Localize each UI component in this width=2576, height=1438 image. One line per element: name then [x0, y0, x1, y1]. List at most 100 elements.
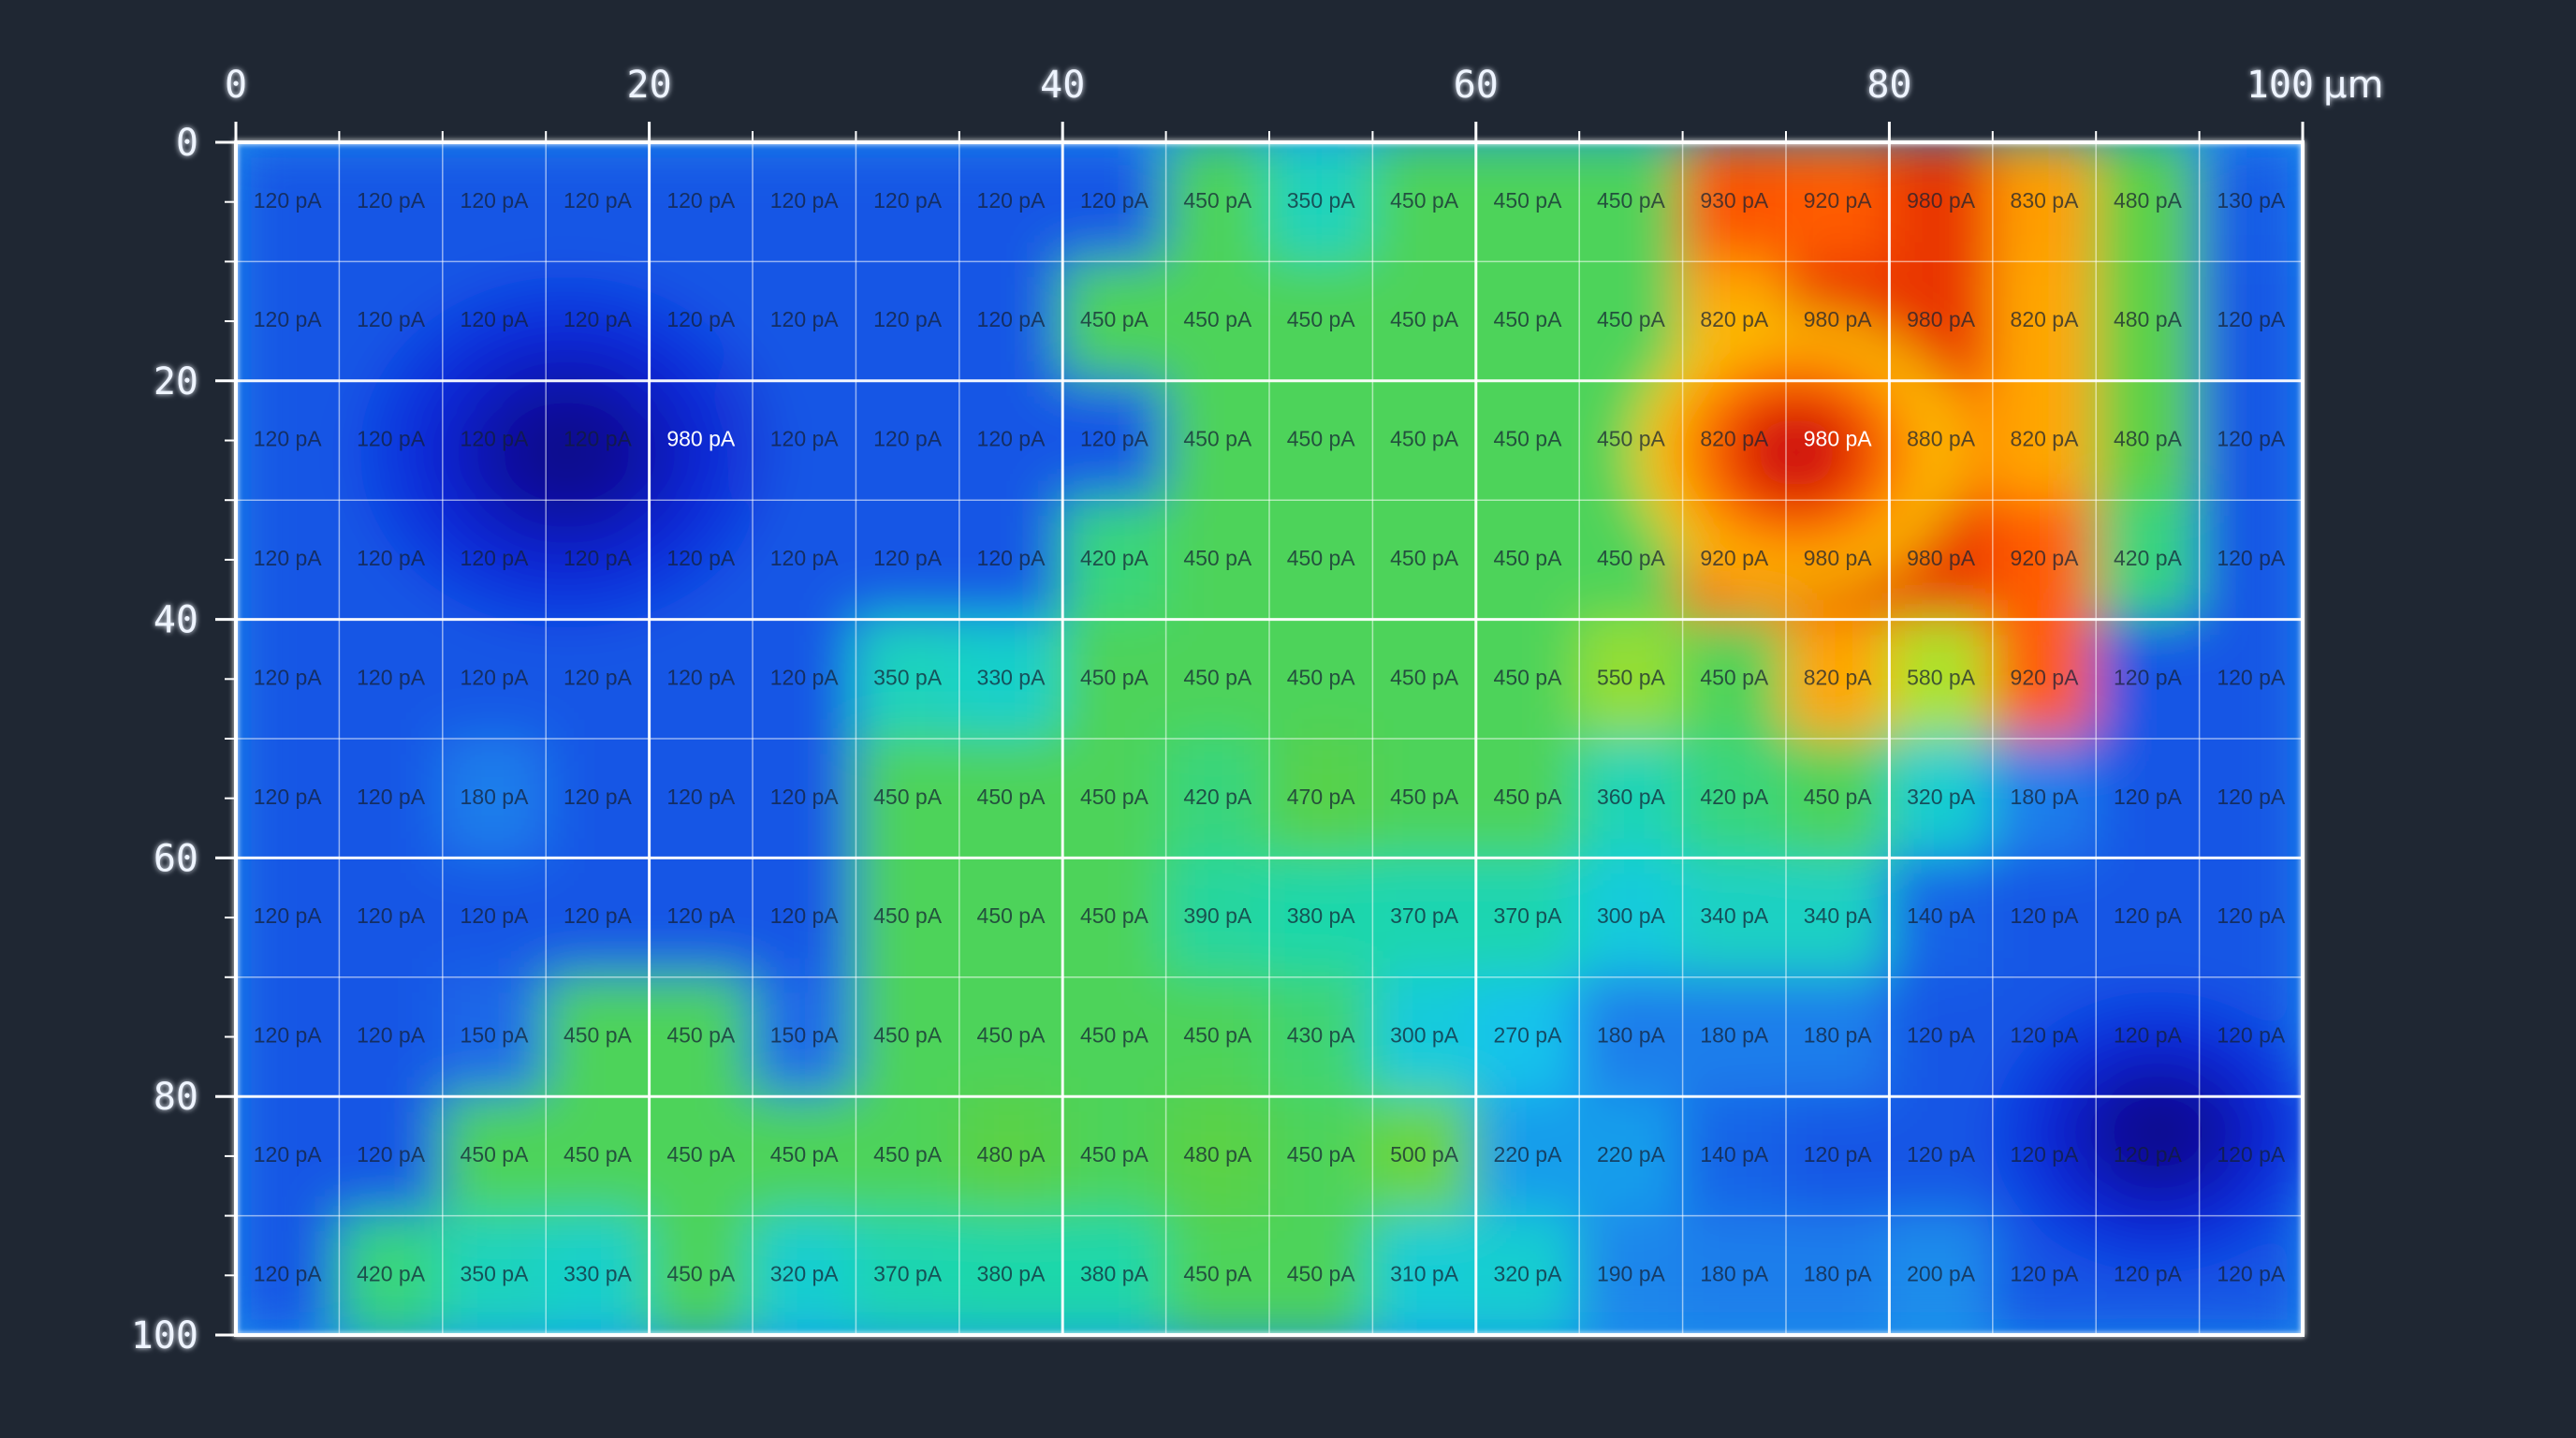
cell-value-label: 120 pA: [2217, 785, 2286, 809]
grid-lines: [234, 140, 2305, 1337]
heat-cell: [1164, 142, 1271, 264]
heat-cell: [751, 142, 858, 264]
cell-value-label: 120 pA: [770, 188, 840, 213]
cell-value-label: 450 pA: [1287, 665, 1356, 689]
cell-value-label: 120 pA: [1080, 427, 1149, 451]
cell-value-label: 450 pA: [1080, 307, 1149, 331]
cell-value-label: 450 pA: [1287, 307, 1356, 331]
heat-cell: [854, 259, 961, 383]
cell-value-label: 450 pA: [977, 903, 1046, 928]
heat-cell: [1990, 259, 2099, 383]
heat-cell: [1267, 1213, 1375, 1335]
heat-cell: [1164, 856, 1271, 979]
cell-value-label: 120 pA: [770, 665, 840, 689]
cell-value-label: 480 pA: [1183, 1142, 1252, 1167]
x-tick-label: 20: [627, 64, 672, 107]
y-tick-label: 0: [176, 122, 198, 165]
heat-cell: [1784, 1094, 1892, 1218]
heat-cell: [1784, 1213, 1892, 1335]
cell-value-label: 450 pA: [1183, 1023, 1252, 1048]
heat-cell: [1887, 737, 1995, 860]
cell-value-label: 980 pA: [1804, 427, 1873, 451]
heat-cell: [957, 737, 1065, 860]
heat-cell: [1061, 259, 1168, 383]
cell-value-label: 980 pA: [1907, 546, 1976, 570]
cell-value-label: 450 pA: [1597, 188, 1666, 213]
heat-cell: [647, 737, 754, 860]
cell-value-label: 820 pA: [1700, 427, 1769, 451]
heat-cell: [1887, 856, 1995, 979]
heat-cell: [1887, 617, 1995, 741]
heat-cell: [544, 1094, 651, 1218]
heat-cell: [647, 856, 754, 979]
heat-cell: [236, 259, 342, 383]
cell-value-label: 120 pA: [254, 785, 323, 809]
cell-value-label: 120 pA: [1907, 1023, 1976, 1048]
heat-cell: [1370, 975, 1478, 1099]
cell-value-label: 180 pA: [461, 785, 530, 809]
heat-cell: [1267, 1094, 1375, 1218]
heat-cell: [751, 498, 858, 622]
cell-value-label: 120 pA: [2217, 1142, 2286, 1167]
cell-value-label: 450 pA: [1494, 188, 1563, 213]
heat-cell: [1370, 1213, 1478, 1335]
cell-value-label: 450 pA: [1390, 427, 1459, 451]
cell-value-label: 450 pA: [1597, 427, 1666, 451]
cell-value-label: 500 pA: [1390, 1142, 1459, 1167]
cell-value-label: 120 pA: [2114, 665, 2183, 689]
cell-value-label: 340 pA: [1804, 903, 1873, 928]
cell-value-label: 120 pA: [770, 903, 840, 928]
cell-value-label: 120 pA: [564, 427, 633, 451]
cell-value-label: 450 pA: [873, 785, 943, 809]
cell-value-label: 320 pA: [1907, 785, 1976, 809]
cell-value-label: 450 pA: [1494, 665, 1563, 689]
cell-value-label: 120 pA: [357, 427, 426, 451]
cell-value-label: 120 pA: [357, 1142, 426, 1167]
cell-value-label: 120 pA: [564, 665, 633, 689]
heat-cell: [957, 975, 1065, 1099]
cell-value-label: 480 pA: [2114, 427, 2183, 451]
cell-value-label: 450 pA: [977, 1023, 1046, 1048]
cell-value-label: 120 pA: [2114, 1261, 2183, 1285]
cell-value-label: 450 pA: [1287, 1142, 1356, 1167]
cell-value-label: 370 pA: [873, 1261, 943, 1285]
heat-cell: [440, 737, 549, 860]
cell-value-label: 120 pA: [2011, 1261, 2080, 1285]
cell-value-label: 390 pA: [1183, 903, 1252, 928]
cell-value-label: 450 pA: [1390, 188, 1459, 213]
cell-value-label: 180 pA: [1804, 1261, 1873, 1285]
cell-value-label: 930 pA: [1700, 188, 1769, 213]
cell-value-label: 120 pA: [2217, 307, 2286, 331]
cell-value-label: 450 pA: [461, 1142, 530, 1167]
cell-value-label: 480 pA: [2114, 188, 2183, 213]
cell-value-label: 120 pA: [461, 427, 530, 451]
cell-value-label: 120 pA: [2217, 546, 2286, 570]
cell-value-label: 120 pA: [461, 665, 530, 689]
heat-cell: [236, 737, 342, 860]
heat-cell: [1473, 617, 1582, 741]
cell-value-label: 120 pA: [666, 307, 736, 331]
cell-value-label: 120 pA: [666, 188, 736, 213]
heat-cell: [957, 142, 1065, 264]
cell-value-label: 380 pA: [977, 1261, 1046, 1285]
cell-value-label: 480 pA: [2114, 307, 2183, 331]
heat-cell: [1473, 1213, 1582, 1335]
heat-cell: [337, 975, 445, 1099]
cell-value-label: 120 pA: [254, 546, 323, 570]
cell-value-label: 120 pA: [2114, 1142, 2183, 1167]
heat-cell: [957, 1213, 1065, 1335]
heat-cell: [1680, 617, 1788, 741]
cell-value-label: 120 pA: [2011, 903, 2080, 928]
heat-cell: [337, 142, 445, 264]
cell-value-label: 120 pA: [873, 188, 943, 213]
cell-value-label: 350 pA: [1287, 188, 1356, 213]
cell-value-label: 980 pA: [1907, 188, 1976, 213]
cell-value-label: 320 pA: [1494, 1261, 1563, 1285]
heat-cell: [1370, 498, 1478, 622]
heat-cell: [854, 1213, 961, 1335]
heat-cell: [1990, 617, 2099, 741]
cell-value-label: 450 pA: [1494, 427, 1563, 451]
cell-value-label: 120 pA: [2114, 903, 2183, 928]
heat-cell: [1577, 1094, 1685, 1218]
